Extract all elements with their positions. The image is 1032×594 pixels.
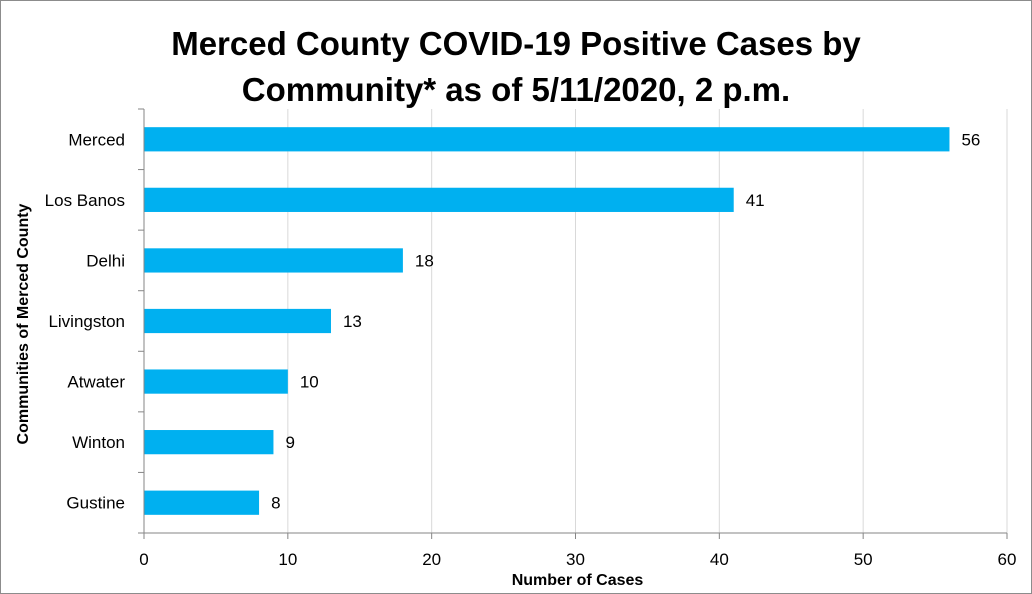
x-tick-label-20: 20	[422, 550, 441, 569]
data-label-winton: 9	[285, 433, 294, 452]
category-label-atwater: Atwater	[67, 373, 125, 392]
x-tick-label-0: 0	[139, 550, 148, 569]
x-axis-title: Number of Cases	[512, 572, 644, 589]
bar-gustine	[144, 490, 260, 515]
y-axis-title: Communities of Merced County	[15, 203, 32, 444]
bar-atwater	[144, 369, 288, 394]
chart-title: Merced County COVID-19 Positive Cases by…	[81, 21, 951, 113]
x-tick-label-60: 60	[998, 550, 1017, 569]
category-label-livingston: Livingston	[48, 312, 125, 331]
category-label-merced: Merced	[68, 130, 125, 149]
bars	[144, 127, 950, 515]
x-tick-label-30: 30	[566, 550, 585, 569]
bar-delhi	[144, 248, 403, 273]
category-label-winton: Winton	[72, 433, 125, 452]
data-label-atwater: 10	[300, 373, 319, 392]
bar-livingston	[144, 308, 331, 334]
category-label-los-banos: Los Banos	[45, 191, 125, 210]
category-label-delhi: Delhi	[86, 251, 125, 270]
data-label-delhi: 18	[415, 251, 434, 270]
labels: 56 Merced 41 Los Banos 18 Delhi 13 Livingston 10…	[45, 130, 1017, 569]
x-tick-label-10: 10	[278, 550, 297, 569]
chart-title-line-1: Merced County COVID-19 Positive Cases by	[171, 25, 861, 62]
chart-title-line-2: Community* as of 5/11/2020, 2 p.m.	[241, 71, 791, 108]
category-label-gustine: Gustine	[66, 494, 125, 513]
x-tick-label-50: 50	[854, 550, 873, 569]
data-label-los-banos: 41	[746, 191, 765, 210]
bar-los-banos	[144, 187, 734, 212]
data-label-livingston: 13	[343, 312, 362, 331]
gridlines	[287, 109, 1008, 533]
x-tick-label-40: 40	[710, 550, 729, 569]
axes	[138, 108, 1008, 539]
bar-winton	[144, 430, 274, 455]
bar-merced	[144, 127, 950, 152]
data-label-merced: 56	[961, 130, 980, 149]
data-label-gustine: 8	[271, 494, 280, 513]
